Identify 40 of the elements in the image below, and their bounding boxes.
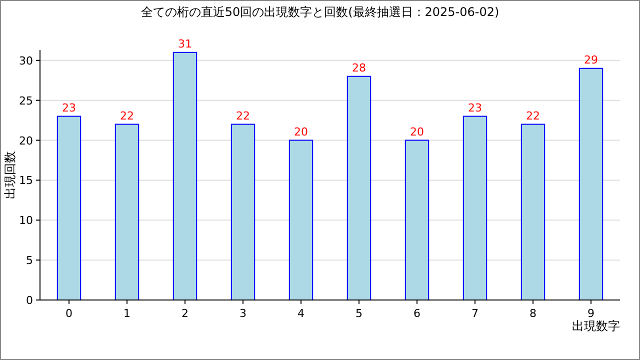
y-tick-label: 25 (19, 94, 33, 108)
bar (578, 68, 604, 300)
bar (288, 140, 314, 300)
x-tick-label: 3 (240, 307, 246, 320)
bar (520, 124, 546, 300)
x-tick-label: 4 (298, 307, 304, 320)
bar (114, 124, 140, 300)
y-axis-title: 出現回数 (3, 151, 17, 199)
data-label: 23 (468, 101, 482, 114)
data-label: 31 (178, 37, 192, 50)
y-tick-label: 10 (19, 214, 33, 228)
data-label: 20 (410, 125, 424, 138)
bar (56, 116, 82, 300)
bar (346, 76, 372, 300)
data-label: 23 (62, 101, 76, 114)
data-label: 22 (526, 109, 540, 122)
data-label: 28 (352, 61, 366, 74)
x-tick-label: 2 (182, 307, 188, 320)
x-tick-label: 5 (356, 307, 362, 320)
x-tick-label: 9 (588, 307, 594, 320)
bar (230, 124, 256, 300)
data-label: 29 (584, 53, 598, 66)
chart-title: 全ての桁の直近50回の出現数字と回数(最終抽選日：2025-06-02) (140, 5, 500, 19)
y-tick-label: 0 (26, 294, 33, 307)
y-tick-label: 15 (19, 174, 33, 188)
x-tick-label: 1 (124, 307, 130, 320)
x-axis-title: 出現数字 (572, 319, 620, 333)
bar (172, 52, 198, 300)
y-tick-label: 20 (19, 134, 33, 148)
x-tick-label: 8 (530, 307, 536, 320)
bar (462, 116, 488, 300)
x-tick-label: 0 (66, 307, 72, 320)
data-label: 22 (120, 109, 134, 122)
data-label: 22 (236, 109, 250, 122)
y-tick-label: 30 (19, 54, 33, 68)
x-tick-label: 7 (472, 307, 478, 320)
data-label: 20 (294, 125, 308, 138)
y-tick-label: 5 (26, 254, 33, 268)
bar (404, 140, 430, 300)
x-tick-label: 6 (414, 307, 420, 320)
